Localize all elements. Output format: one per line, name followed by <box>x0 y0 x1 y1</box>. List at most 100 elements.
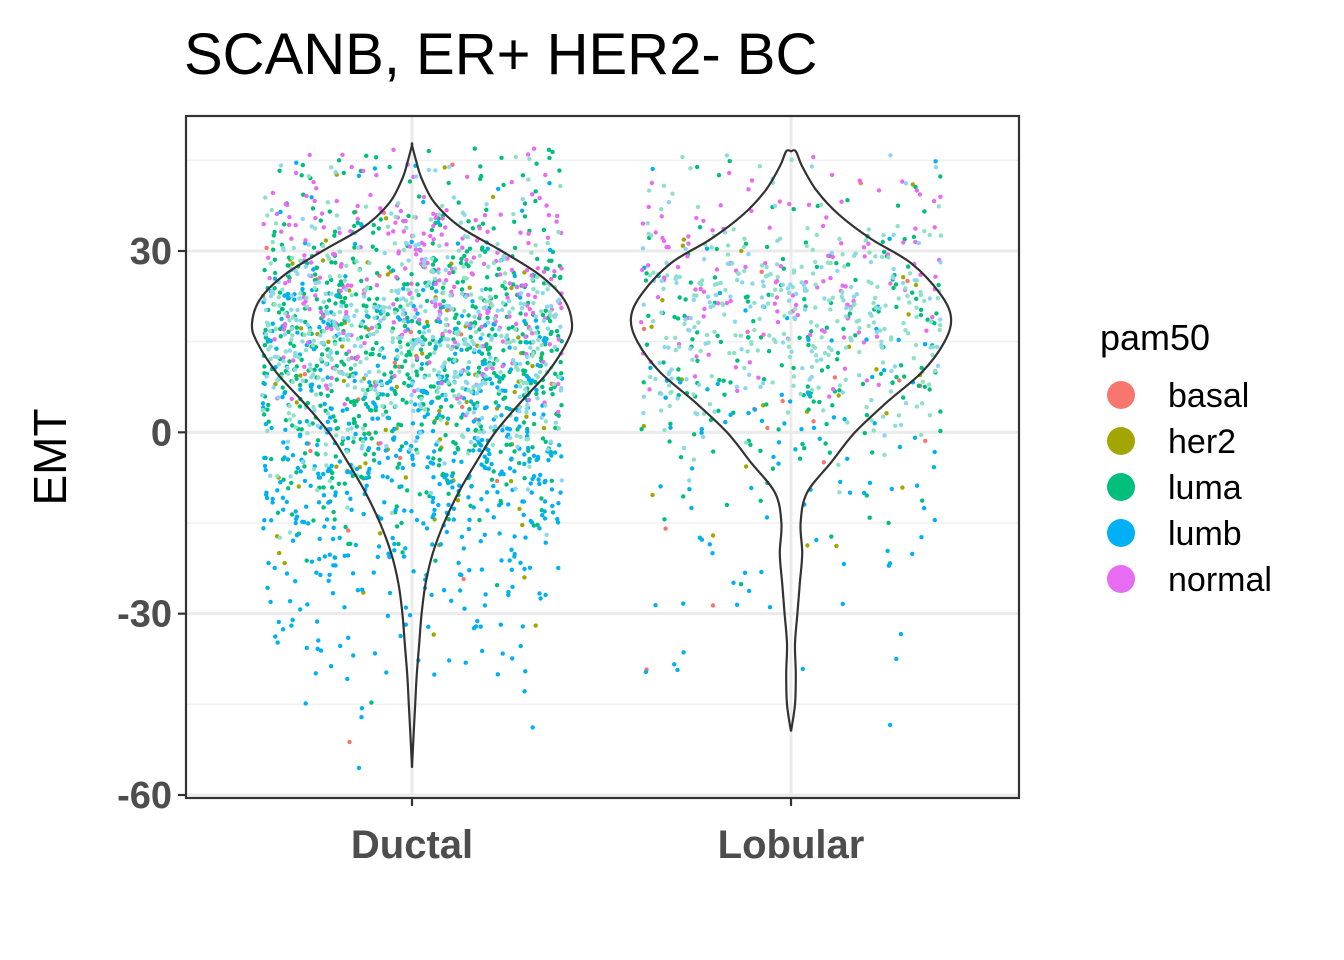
data-point <box>539 415 544 420</box>
data-point <box>339 359 344 364</box>
data-point <box>506 592 511 598</box>
data-point <box>443 267 448 273</box>
data-point <box>412 315 418 320</box>
data-point <box>798 391 803 397</box>
data-point <box>676 367 681 372</box>
data-point <box>640 267 645 273</box>
data-point <box>343 524 348 530</box>
data-point <box>440 364 445 369</box>
data-point <box>712 329 717 334</box>
data-point <box>906 312 911 317</box>
y-tick-label: 30 <box>130 231 172 273</box>
data-point <box>403 359 408 364</box>
data-point <box>352 313 357 319</box>
data-point <box>329 165 334 170</box>
data-point <box>405 302 410 308</box>
data-point <box>814 323 820 328</box>
data-point <box>809 164 814 169</box>
data-point <box>517 460 522 466</box>
data-point <box>283 418 289 423</box>
data-point <box>415 355 420 361</box>
data-point <box>349 283 354 288</box>
data-point <box>373 387 378 393</box>
data-point <box>306 174 311 179</box>
data-point <box>887 722 893 728</box>
data-point <box>262 518 267 523</box>
data-point <box>506 298 512 304</box>
data-point <box>703 341 708 346</box>
data-point <box>639 320 644 325</box>
data-point <box>545 240 550 246</box>
data-point <box>433 558 438 563</box>
data-point <box>385 455 391 460</box>
data-point <box>761 377 767 382</box>
data-point <box>640 246 646 251</box>
data-point <box>540 513 545 518</box>
data-point <box>653 230 658 235</box>
data-point <box>409 318 415 324</box>
data-point <box>692 374 698 379</box>
data-point <box>260 393 265 398</box>
data-point <box>327 209 332 214</box>
data-point <box>291 358 296 363</box>
data-point <box>399 484 404 489</box>
data-point <box>264 490 269 495</box>
data-point <box>465 381 470 386</box>
data-point <box>290 315 295 320</box>
data-point <box>479 567 485 572</box>
data-point <box>352 210 357 215</box>
data-point <box>326 339 331 344</box>
data-point <box>432 350 437 355</box>
data-point <box>458 220 463 225</box>
data-point <box>308 366 313 372</box>
data-point <box>352 223 357 229</box>
data-point <box>450 388 455 393</box>
data-point <box>269 289 275 294</box>
data-point <box>543 266 548 271</box>
data-point <box>401 286 406 291</box>
data-point <box>842 417 847 422</box>
data-point <box>409 392 414 398</box>
data-point <box>667 383 672 388</box>
plot-panel <box>186 116 1019 798</box>
data-point <box>466 388 471 393</box>
data-point <box>539 355 544 361</box>
data-point <box>281 355 286 360</box>
data-point <box>447 357 452 362</box>
data-point <box>477 253 483 258</box>
data-point <box>786 290 792 296</box>
data-point <box>528 345 533 350</box>
data-point <box>683 317 688 322</box>
data-point <box>522 566 527 572</box>
data-point <box>272 354 277 359</box>
data-point <box>340 344 345 349</box>
data-point <box>465 174 470 179</box>
data-point <box>287 417 292 422</box>
data-point <box>357 268 362 273</box>
data-point <box>710 603 716 608</box>
data-point <box>775 238 780 243</box>
data-point <box>666 199 672 205</box>
data-point <box>937 327 942 333</box>
data-point <box>720 301 725 306</box>
data-point <box>318 357 324 362</box>
data-point <box>891 275 896 281</box>
data-point <box>460 386 465 391</box>
data-point <box>378 318 383 324</box>
data-point <box>426 148 431 154</box>
data-point <box>372 383 378 389</box>
data-point <box>874 334 880 339</box>
data-point <box>352 420 357 425</box>
data-point <box>834 543 839 549</box>
data-point <box>349 302 354 307</box>
data-point <box>557 443 562 448</box>
data-point <box>365 285 370 290</box>
data-point <box>412 214 417 220</box>
data-point <box>501 182 506 188</box>
data-point <box>441 299 446 304</box>
data-point <box>456 560 461 566</box>
data-point <box>829 347 834 353</box>
data-point <box>750 281 755 286</box>
data-point <box>449 404 454 409</box>
data-point <box>398 304 403 309</box>
